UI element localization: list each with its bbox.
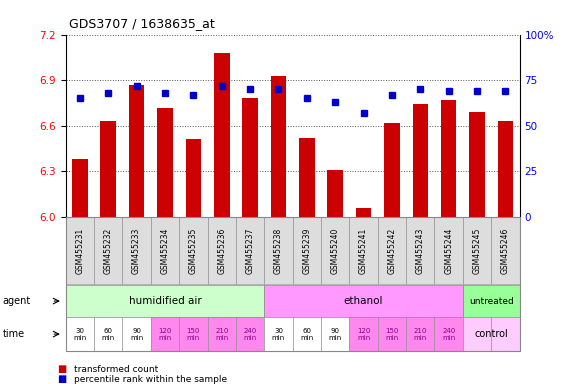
- Text: 90
min: 90 min: [130, 328, 143, 341]
- Text: ■: ■: [57, 364, 66, 374]
- Text: time: time: [3, 329, 25, 339]
- Bar: [412, 104, 428, 217]
- Bar: [214, 53, 230, 217]
- Text: GSM455232: GSM455232: [104, 227, 112, 274]
- Bar: [271, 76, 286, 217]
- Text: GSM455238: GSM455238: [274, 227, 283, 274]
- Text: GSM455236: GSM455236: [217, 227, 226, 274]
- Text: GSM455242: GSM455242: [388, 227, 396, 274]
- Text: GSM455234: GSM455234: [160, 227, 170, 274]
- Text: ethanol: ethanol: [344, 296, 383, 306]
- Text: 30
min: 30 min: [73, 328, 86, 341]
- Text: GSM455240: GSM455240: [331, 227, 340, 274]
- Text: GSM455231: GSM455231: [75, 227, 85, 274]
- Text: GSM455233: GSM455233: [132, 227, 141, 274]
- Text: GDS3707 / 1638635_at: GDS3707 / 1638635_at: [69, 17, 214, 30]
- Bar: [299, 138, 315, 217]
- Text: control: control: [475, 329, 508, 339]
- Text: agent: agent: [3, 296, 31, 306]
- Text: 120
min: 120 min: [357, 328, 370, 341]
- Bar: [242, 98, 258, 217]
- Text: GSM455241: GSM455241: [359, 227, 368, 274]
- Bar: [157, 108, 173, 217]
- Text: GSM455244: GSM455244: [444, 227, 453, 274]
- Text: 150
min: 150 min: [385, 328, 399, 341]
- Bar: [327, 170, 343, 217]
- Text: 210
min: 210 min: [215, 328, 228, 341]
- Text: GSM455239: GSM455239: [302, 227, 311, 274]
- Text: untreated: untreated: [469, 296, 513, 306]
- Bar: [441, 100, 456, 217]
- Bar: [497, 121, 513, 217]
- Text: GSM455246: GSM455246: [501, 227, 510, 274]
- Text: transformed count: transformed count: [74, 365, 159, 374]
- Bar: [384, 123, 400, 217]
- Text: 120
min: 120 min: [158, 328, 172, 341]
- Bar: [72, 159, 88, 217]
- Text: 240
min: 240 min: [442, 328, 455, 341]
- Text: 30
min: 30 min: [272, 328, 285, 341]
- Bar: [356, 208, 371, 217]
- Text: 210
min: 210 min: [413, 328, 427, 341]
- Bar: [100, 121, 116, 217]
- Text: GSM455245: GSM455245: [473, 227, 481, 274]
- Text: 60
min: 60 min: [300, 328, 313, 341]
- Text: 60
min: 60 min: [102, 328, 115, 341]
- Text: GSM455243: GSM455243: [416, 227, 425, 274]
- Text: 90
min: 90 min: [328, 328, 342, 341]
- Text: GSM455237: GSM455237: [246, 227, 255, 274]
- Text: 150
min: 150 min: [187, 328, 200, 341]
- Bar: [129, 85, 144, 217]
- Text: percentile rank within the sample: percentile rank within the sample: [74, 375, 227, 384]
- Bar: [469, 112, 485, 217]
- Bar: [186, 139, 201, 217]
- Text: ■: ■: [57, 374, 66, 384]
- Text: 240
min: 240 min: [243, 328, 257, 341]
- Text: humidified air: humidified air: [128, 296, 202, 306]
- Text: GSM455235: GSM455235: [189, 227, 198, 274]
